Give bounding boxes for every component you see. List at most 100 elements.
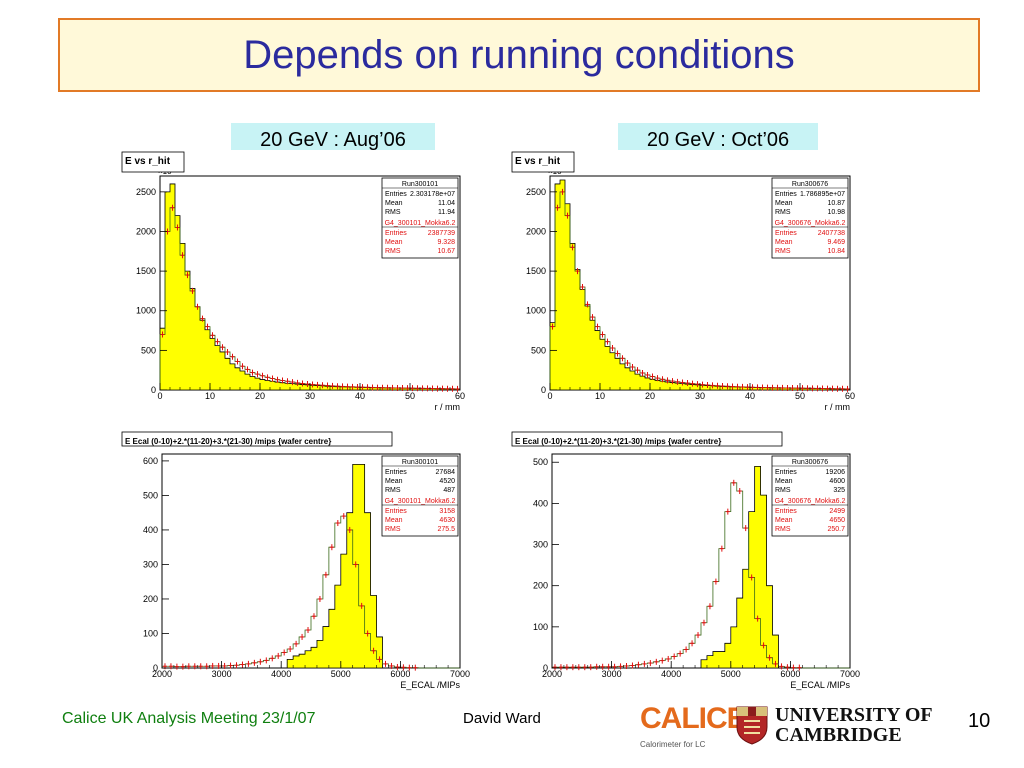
stats-row-value: 19206	[826, 469, 846, 476]
stats-header: G4_300676_Mokka6.2	[775, 220, 846, 227]
stats-row-name: RMS	[385, 209, 401, 216]
x-tick-label: 60	[455, 391, 465, 401]
calice-logo-subtitle: Calorimeter for LC	[640, 740, 706, 749]
stats-row-value: 2499	[829, 508, 845, 515]
stats-row-name: Mean	[775, 517, 793, 524]
stats-row-value: 9.328	[437, 239, 455, 246]
hist-title: E vs r_hit	[125, 156, 171, 167]
x-tick-label: 40	[355, 391, 365, 401]
y-tick-label: 0	[543, 663, 548, 673]
hist-title-box	[121, 151, 185, 173]
title-box: Depends on running conditions	[58, 18, 980, 92]
stats-row-value: 2407738	[818, 230, 845, 237]
stats-row-value: 9.469	[827, 239, 845, 246]
x-tick-label: 6000	[390, 669, 410, 679]
stats-row-value: 2387739	[428, 230, 455, 237]
y-tick-label: 200	[533, 581, 548, 591]
y-tick-label: 0	[541, 385, 546, 395]
stats-row-value: 27684	[436, 469, 456, 476]
stats-row-name: Mean	[385, 239, 403, 246]
stats-row-name: Entries	[385, 191, 407, 198]
y-tick-label: 500	[533, 457, 548, 467]
slide-title: Depends on running conditions	[243, 32, 795, 77]
hist-title: E Ecal (0-10)+2.*(11-20)+3.*(21-30) /mip…	[515, 437, 721, 446]
y-tick-label: 1500	[526, 266, 546, 276]
stats-row-name: Mean	[775, 200, 793, 207]
stats-box	[771, 177, 849, 259]
x-tick-label: 20	[255, 391, 265, 401]
stats-box	[381, 455, 459, 537]
stats-row-name: Mean	[385, 478, 403, 485]
y-tick-label: 2000	[526, 226, 546, 236]
cambridge-shield-icon	[736, 706, 768, 745]
hist-title-box	[511, 431, 783, 447]
stats-row-value: 4630	[439, 517, 455, 524]
x-tick-label: 10	[595, 391, 605, 401]
stats-row-name: Entries	[385, 469, 407, 476]
x-axis-label: r / mm	[825, 402, 851, 412]
calice-logo: CALICE Calorimeter for LC	[640, 702, 747, 752]
y-tick-label: 0	[151, 385, 156, 395]
stats-row-value: 325	[833, 487, 845, 494]
stats-row-name: Entries	[775, 230, 797, 237]
stats-row-value: 11.04	[438, 200, 455, 207]
data-histogram-outline	[551, 482, 850, 669]
hist-title: E vs r_hit	[515, 156, 561, 167]
y-tick-label: 1000	[526, 306, 546, 316]
cambridge-logo: UNIVERSITY OF CAMBRIDGE	[735, 703, 935, 747]
stats-row-name: Mean	[775, 478, 793, 485]
stats-header: Run300676	[792, 181, 828, 188]
x-axis-label: E_ECAL /MIPs	[400, 680, 460, 690]
x-tick-label: 5000	[331, 669, 351, 679]
cambridge-line2: CAMBRIDGE	[775, 724, 902, 746]
x-tick-label: 50	[405, 391, 415, 401]
x-tick-label: 2000	[542, 669, 562, 679]
x-tick-label: 7000	[450, 669, 470, 679]
stats-row-value: 10.67	[437, 248, 455, 255]
stats-row-name: RMS	[385, 248, 401, 255]
y-tick-label: 600	[143, 456, 158, 466]
stats-row-name: Entries	[385, 508, 407, 515]
stats-row-name: RMS	[775, 209, 791, 216]
x-tick-label: 50	[795, 391, 805, 401]
hist-title-box	[121, 431, 393, 447]
y-tick-label: 100	[143, 628, 158, 638]
stats-header: G4_300101_Mokka6.2	[385, 220, 456, 227]
stats-row-name: Entries	[775, 508, 797, 515]
x-tick-label: 20	[645, 391, 655, 401]
stats-row-value: 2.303178e+07	[410, 191, 455, 198]
stats-row-name: RMS	[775, 248, 791, 255]
x-tick-label: 4000	[271, 669, 291, 679]
stats-header: G4_300676_Mokka6.2	[775, 498, 846, 505]
hist-title: E Ecal (0-10)+2.*(11-20)+3.*(21-30) /mip…	[125, 437, 331, 446]
stats-header: G4_300101_Mokka6.2	[385, 498, 456, 505]
y-tick-label: 500	[531, 345, 546, 355]
stats-row-name: Entries	[385, 230, 407, 237]
y-tick-label: 300	[533, 540, 548, 550]
y-tick-label: 100	[533, 622, 548, 632]
stats-row-value: 250.7	[827, 526, 845, 533]
footer-meeting: Calice UK Analysis Meeting 23/1/07	[62, 710, 316, 727]
hist-title-box	[511, 151, 575, 173]
stats-row-name: Entries	[775, 191, 797, 198]
stats-row-name: RMS	[385, 487, 401, 494]
x-tick-label: 10	[205, 391, 215, 401]
stats-box	[771, 455, 849, 537]
x-axis-label: E_ECAL /MIPs	[790, 680, 850, 690]
stats-row-value: 10.84	[827, 248, 845, 255]
stats-row-name: RMS	[775, 526, 791, 533]
stats-row-value: 4600	[829, 478, 845, 485]
stats-row-name: RMS	[385, 526, 401, 533]
stats-row-value: 275.5	[437, 526, 455, 533]
y-tick-label: 300	[143, 559, 158, 569]
stats-row-name: Mean	[385, 200, 403, 207]
footer-author: David Ward	[463, 710, 541, 727]
x-tick-label: 60	[845, 391, 855, 401]
x-tick-label: 7000	[840, 669, 860, 679]
stats-header: Run300101	[402, 459, 438, 466]
stats-row-value: 1.786895e+07	[800, 191, 845, 198]
y-tick-label: 2500	[136, 187, 156, 197]
stats-row-name: RMS	[775, 487, 791, 494]
